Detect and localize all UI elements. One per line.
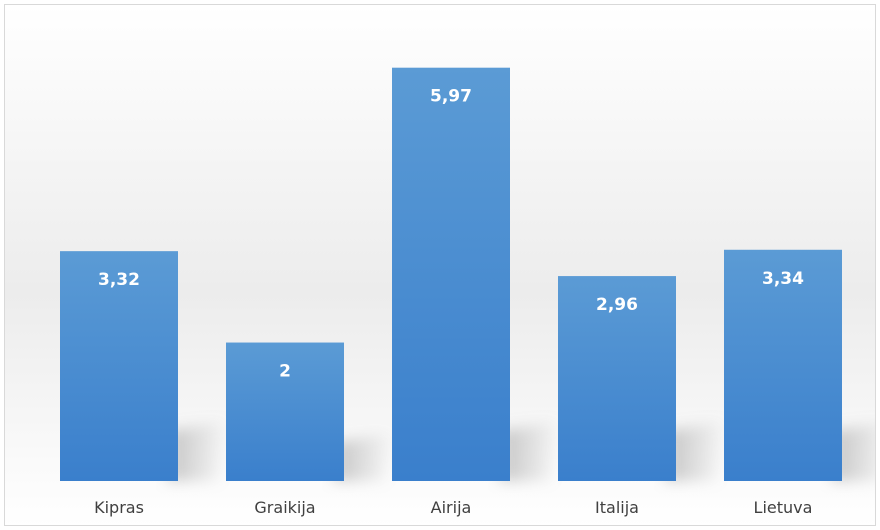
category-label: Italija — [595, 498, 639, 517]
bar-italija — [558, 276, 676, 481]
bar-shadow — [666, 421, 726, 481]
category-label: Graikija — [254, 498, 315, 517]
data-label: 2,96 — [596, 295, 638, 315]
bar-lietuva — [724, 249, 842, 481]
bar-shadow — [334, 432, 394, 481]
data-label: 3,32 — [98, 270, 140, 290]
category-label: Kipras — [94, 498, 144, 517]
bar-graikija — [226, 342, 344, 481]
data-label: 5,97 — [430, 87, 472, 107]
category-label: Airija — [431, 498, 472, 517]
chart-area: 3,32 Kipras 2 Graikija 5,97 Airija 2,96 Italija… — [4, 4, 876, 526]
bar-airija — [392, 67, 510, 481]
data-label: 3,34 — [762, 269, 804, 289]
bar-shadow — [832, 423, 875, 481]
data-label: 2 — [279, 362, 291, 382]
category-label: Lietuva — [754, 498, 813, 517]
bar-kipras — [60, 251, 178, 481]
bar-shadow — [500, 421, 560, 481]
bar-shadow — [168, 421, 228, 481]
bar-chart: 3,32 Kipras 2 Graikija 5,97 Airija 2,96 Italija… — [5, 5, 875, 525]
